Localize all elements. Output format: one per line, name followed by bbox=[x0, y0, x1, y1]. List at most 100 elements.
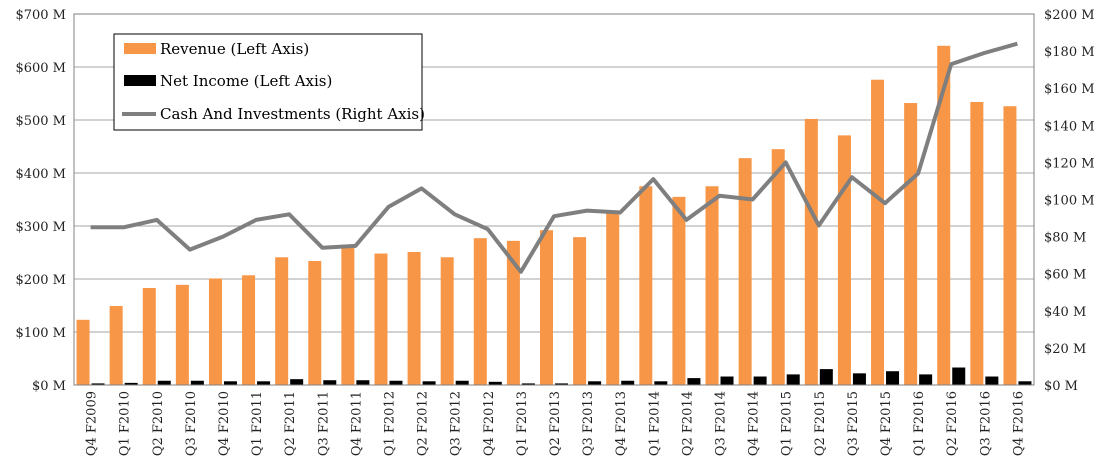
revenue-bar bbox=[1003, 106, 1017, 385]
revenue-bar bbox=[937, 45, 951, 386]
revenue-bar bbox=[374, 253, 388, 385]
x-tick-label: Q3 F2015 bbox=[846, 391, 861, 456]
net-income-bar bbox=[819, 369, 833, 385]
right-tick-label: $60 M bbox=[1044, 268, 1086, 283]
revenue-bar bbox=[473, 238, 487, 385]
right-axis-ticks: $0 M $20 M $40 M $60 M $80 M $100 M $120 M $140… bbox=[1044, 8, 1095, 394]
revenue-bar bbox=[639, 186, 653, 385]
revenue-bar bbox=[506, 240, 520, 385]
net-income-bars bbox=[91, 367, 1032, 385]
net-income-bar bbox=[852, 373, 866, 385]
x-tick-label: Q1 F2014 bbox=[647, 391, 662, 456]
left-tick-label: $600 M bbox=[15, 61, 66, 76]
x-tick-label: Q4 F2009 bbox=[85, 391, 100, 456]
net-income-bar bbox=[555, 383, 568, 385]
x-tick-label: Q4 F2010 bbox=[217, 391, 232, 456]
legend-label-revenue: Revenue (Left Axis) bbox=[160, 40, 309, 58]
x-tick-label: Q4 F2016 bbox=[1011, 391, 1026, 456]
legend-label-net-income: Net Income (Left Axis) bbox=[160, 72, 332, 90]
net-income-bar bbox=[985, 376, 999, 385]
x-tick-label: Q2 F2012 bbox=[416, 391, 431, 456]
net-income-bar bbox=[91, 383, 105, 385]
x-tick-label: Q1 F2011 bbox=[250, 391, 265, 456]
legend-box bbox=[113, 33, 423, 131]
x-tick-label: Q3 F2014 bbox=[714, 391, 729, 456]
revenue-bar bbox=[407, 251, 421, 385]
cash-line bbox=[90, 41, 1018, 274]
x-tick-label: Q4 F2015 bbox=[879, 391, 894, 456]
net-income-bar bbox=[919, 374, 933, 385]
revenue-bar bbox=[440, 257, 454, 385]
net-income-bar bbox=[190, 380, 204, 385]
revenue-bar bbox=[142, 288, 156, 385]
net-income-bar bbox=[621, 380, 635, 385]
x-tick-label: Q2 F2014 bbox=[680, 391, 695, 456]
revenue-bar bbox=[109, 306, 123, 385]
revenue-bar bbox=[308, 260, 322, 385]
legend-swatch-revenue bbox=[124, 43, 156, 54]
right-tick-label: $140 M bbox=[1044, 119, 1095, 134]
net-income-bar bbox=[886, 371, 900, 385]
revenue-bar bbox=[738, 158, 752, 385]
net-income-bar bbox=[753, 376, 767, 385]
revenue-bar bbox=[705, 186, 719, 385]
x-tick-label: Q4 F2013 bbox=[614, 391, 629, 456]
revenue-bar bbox=[76, 319, 90, 385]
revenue-bar bbox=[970, 101, 984, 385]
net-income-bar bbox=[455, 380, 469, 385]
legend-label-cash: Cash And Investments (Right Axis) bbox=[160, 105, 425, 123]
cash-series-line bbox=[90, 41, 1018, 274]
net-income-bar bbox=[786, 374, 800, 385]
x-tick-label: Q2 F2016 bbox=[945, 391, 960, 456]
x-tick-label: Q3 F2012 bbox=[449, 391, 464, 456]
left-tick-label: $200 M bbox=[15, 273, 66, 288]
net-income-bar bbox=[588, 381, 602, 385]
x-tick-label: Q1 F2012 bbox=[382, 391, 397, 456]
x-tick-label: Q2 F2010 bbox=[151, 391, 166, 456]
right-tick-label: $80 M bbox=[1044, 231, 1086, 246]
x-tick-label: Q1 F2013 bbox=[515, 391, 530, 456]
x-axis-ticks: Q4 F2009 Q1 F2010 Q2 F2010 Q3 F2010 Q4 F2010… bbox=[74, 384, 1034, 456]
net-income-bar bbox=[521, 383, 535, 385]
left-tick-label: $500 M bbox=[15, 114, 66, 129]
x-tick-label: Q1 F2015 bbox=[780, 391, 795, 456]
right-tick-label: $0 M bbox=[1044, 379, 1078, 394]
x-tick-label: Q1 F2016 bbox=[912, 391, 927, 456]
net-income-bar bbox=[654, 381, 668, 385]
x-tick-label: Q3 F2013 bbox=[581, 391, 596, 456]
x-tick-label: Q3 F2016 bbox=[978, 391, 993, 456]
net-income-bar bbox=[356, 380, 370, 385]
revenue-bar bbox=[837, 135, 851, 385]
right-tick-label: $20 M bbox=[1044, 342, 1086, 357]
net-income-bar bbox=[488, 381, 502, 385]
left-tick-label: $700 M bbox=[15, 8, 66, 23]
net-income-bar bbox=[124, 382, 138, 385]
x-tick-label: Q2 F2011 bbox=[283, 391, 298, 456]
revenue-bar bbox=[771, 149, 785, 385]
x-tick-label: Q2 F2013 bbox=[548, 391, 563, 456]
left-axis-ticks: $0 M $100 M $200 M $300 M $400 M $500 M $600 M… bbox=[15, 8, 66, 394]
net-income-bar bbox=[257, 381, 271, 385]
right-tick-label: $180 M bbox=[1044, 45, 1095, 60]
net-income-bar bbox=[323, 380, 337, 385]
net-income-bar bbox=[720, 376, 734, 385]
x-tick-label: Q4 F2014 bbox=[747, 391, 762, 456]
left-tick-label: $300 M bbox=[15, 220, 66, 235]
legend: Revenue (Left Axis) Net Income (Left Axi… bbox=[113, 33, 425, 131]
net-income-bar bbox=[223, 381, 237, 385]
revenue-bar bbox=[341, 247, 355, 385]
revenue-bar bbox=[208, 278, 222, 385]
net-income-bar bbox=[687, 378, 701, 385]
net-income-bar bbox=[952, 367, 966, 385]
x-tick-label: Q3 F2010 bbox=[184, 391, 199, 456]
right-tick-label: $120 M bbox=[1044, 156, 1095, 171]
x-tick-label: Q2 F2015 bbox=[813, 391, 828, 456]
x-tick-label: Q3 F2011 bbox=[316, 391, 331, 456]
revenue-bar bbox=[175, 284, 189, 385]
left-tick-label: $0 M bbox=[32, 379, 66, 394]
revenue-bar bbox=[672, 196, 686, 385]
revenue-bar bbox=[242, 275, 256, 385]
revenue-bar bbox=[573, 237, 587, 385]
revenue-bar bbox=[904, 103, 918, 385]
